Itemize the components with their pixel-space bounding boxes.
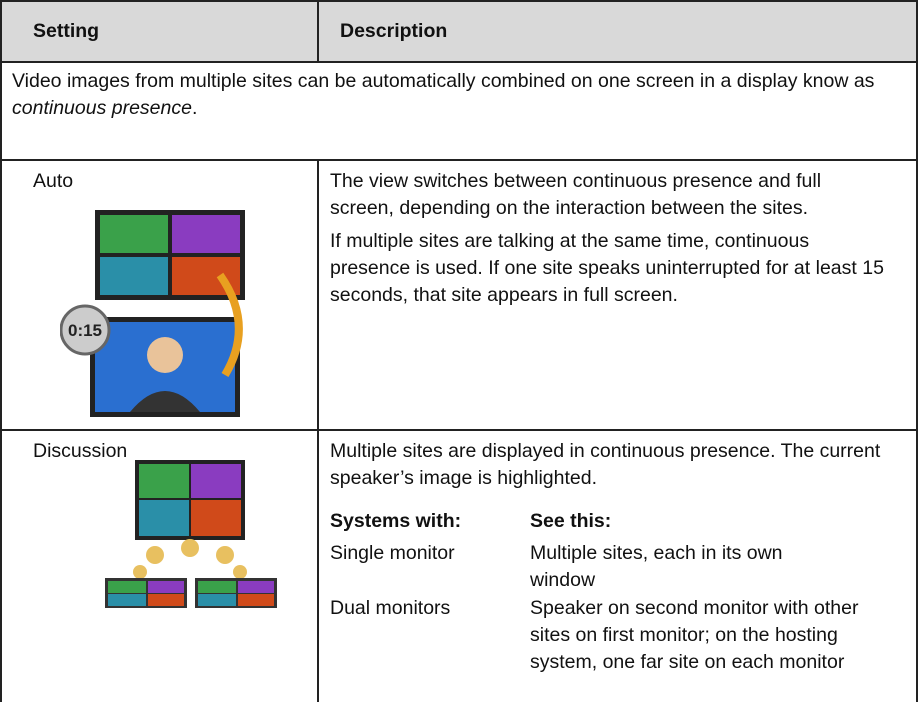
svg-text:0:15: 0:15 — [68, 321, 102, 340]
intro-emphasis: continuous presence — [12, 97, 192, 119]
border — [0, 0, 2, 702]
subtable-cell: Speaker on second monitor with other sit… — [530, 597, 859, 673]
subtable-cell: Single monitor — [330, 542, 455, 564]
paragraph: Multiple sites are displayed in continuo… — [330, 440, 881, 489]
subtable-header: Systems with: — [330, 510, 462, 532]
header-bg — [0, 0, 918, 62]
subtable-header: See this: — [530, 510, 612, 532]
intro-text: Video images from multiple sites can be … — [12, 70, 875, 92]
paragraph: The view switches between continuous pre… — [330, 170, 822, 219]
border — [317, 0, 319, 62]
border — [0, 61, 918, 63]
discussion-icon — [105, 460, 277, 608]
description-cell: The view switches between continuous pre… — [330, 168, 890, 309]
border — [317, 160, 319, 702]
intro: Video images from multiple sites can be … — [12, 68, 907, 122]
subtable-cell: Dual monitors — [330, 597, 451, 619]
intro-end: . — [191, 97, 198, 119]
border — [0, 429, 918, 431]
paragraph: If multiple sites are talking at the sam… — [330, 230, 884, 306]
auto-icon: 0:15 — [60, 210, 245, 417]
border — [0, 159, 918, 161]
setting-cell: Discussion — [33, 440, 128, 462]
header-cell: Setting — [33, 20, 100, 42]
header-cell: Description — [340, 20, 448, 42]
border — [0, 0, 918, 2]
setting-cell: Auto — [33, 170, 74, 192]
subtable-cell: Multiple sites, each in its own window — [530, 542, 783, 591]
description-cell: Multiple sites are displayed in continuo… — [330, 438, 890, 492]
border — [916, 0, 918, 702]
